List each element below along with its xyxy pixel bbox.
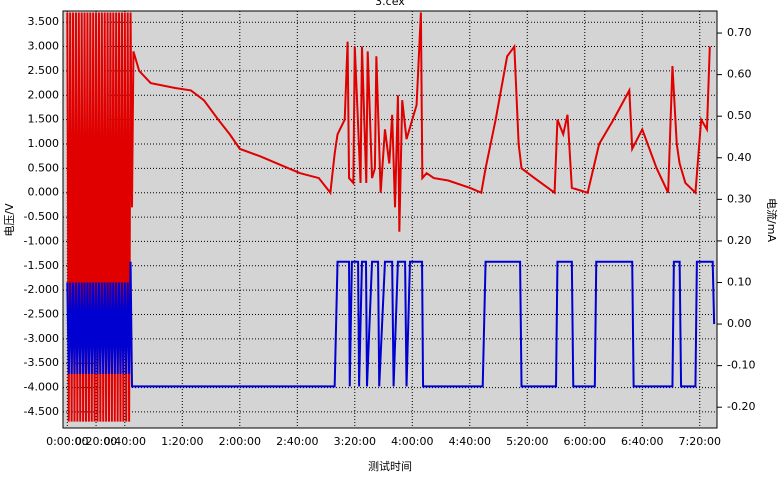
y2-tick-label: 0.70 — [727, 26, 752, 39]
y-tick-label: 2.000 — [28, 88, 60, 101]
y-tick-label: 1.500 — [28, 113, 60, 126]
x-tick-label: 6:40:00 — [621, 435, 663, 448]
y-tick-label: -3.500 — [24, 356, 59, 369]
y-tick-label: 0.500 — [28, 161, 60, 174]
plot-area — [62, 10, 718, 429]
y2-tick-label: 0.40 — [727, 151, 752, 164]
x-tick-label: 0:20:00 — [75, 435, 117, 448]
series-line — [66, 12, 711, 422]
x-tick-label: 1:20:00 — [161, 435, 203, 448]
y-tick-label: -4.000 — [24, 381, 59, 394]
y2-tick-label: 0.10 — [727, 275, 752, 288]
y-tick-label: -0.500 — [24, 210, 59, 223]
y-tick-label: -4.500 — [24, 405, 59, 418]
x-tick-label: 0:40:00 — [104, 435, 146, 448]
x-tick-label: 3:20:00 — [334, 435, 376, 448]
y2-tick-label: 0.60 — [727, 68, 752, 81]
x-tick-label: 4:00:00 — [391, 435, 433, 448]
y-tick-label: 1.000 — [28, 137, 60, 150]
x-tick-label: 4:40:00 — [449, 435, 491, 448]
x-tick-label: 2:00:00 — [219, 435, 261, 448]
y2-tick-label: -0.20 — [727, 400, 755, 413]
y2-tick-label: 0.30 — [727, 192, 752, 205]
y2-tick-label: 0.20 — [727, 234, 752, 247]
y-axis-label: 电压/V — [3, 203, 16, 237]
y2-tick-label: 0.50 — [727, 109, 752, 122]
y-tick-label: 3.500 — [28, 15, 60, 28]
y2-tick-label: 0.00 — [727, 317, 752, 330]
x-tick-label: 5:20:00 — [506, 435, 548, 448]
y-tick-label: 0.000 — [28, 186, 60, 199]
x-tick-label: 0:00:00 — [46, 435, 88, 448]
y-tick-label: -1.000 — [24, 234, 59, 247]
y-tick-label: -3.000 — [24, 332, 59, 345]
y-tick-label: -1.500 — [24, 259, 59, 272]
x-tick-label: 6:00:00 — [564, 435, 606, 448]
x-tick-label: 2:40:00 — [276, 435, 318, 448]
y-tick-label: 3.000 — [28, 40, 60, 53]
series-line — [66, 260, 716, 388]
y-tick-label: -2.000 — [24, 283, 59, 296]
y-tick-label: 2.500 — [28, 64, 60, 77]
x-axis-label: 测试时间 — [368, 460, 412, 473]
y2-tick-label: -0.10 — [727, 359, 755, 372]
y2-axis-label: 电流/mA — [765, 198, 779, 242]
chart-title: 3.cex — [375, 0, 405, 8]
x-tick-label: 7:20:00 — [679, 435, 721, 448]
y-tick-label: -2.500 — [24, 307, 59, 320]
